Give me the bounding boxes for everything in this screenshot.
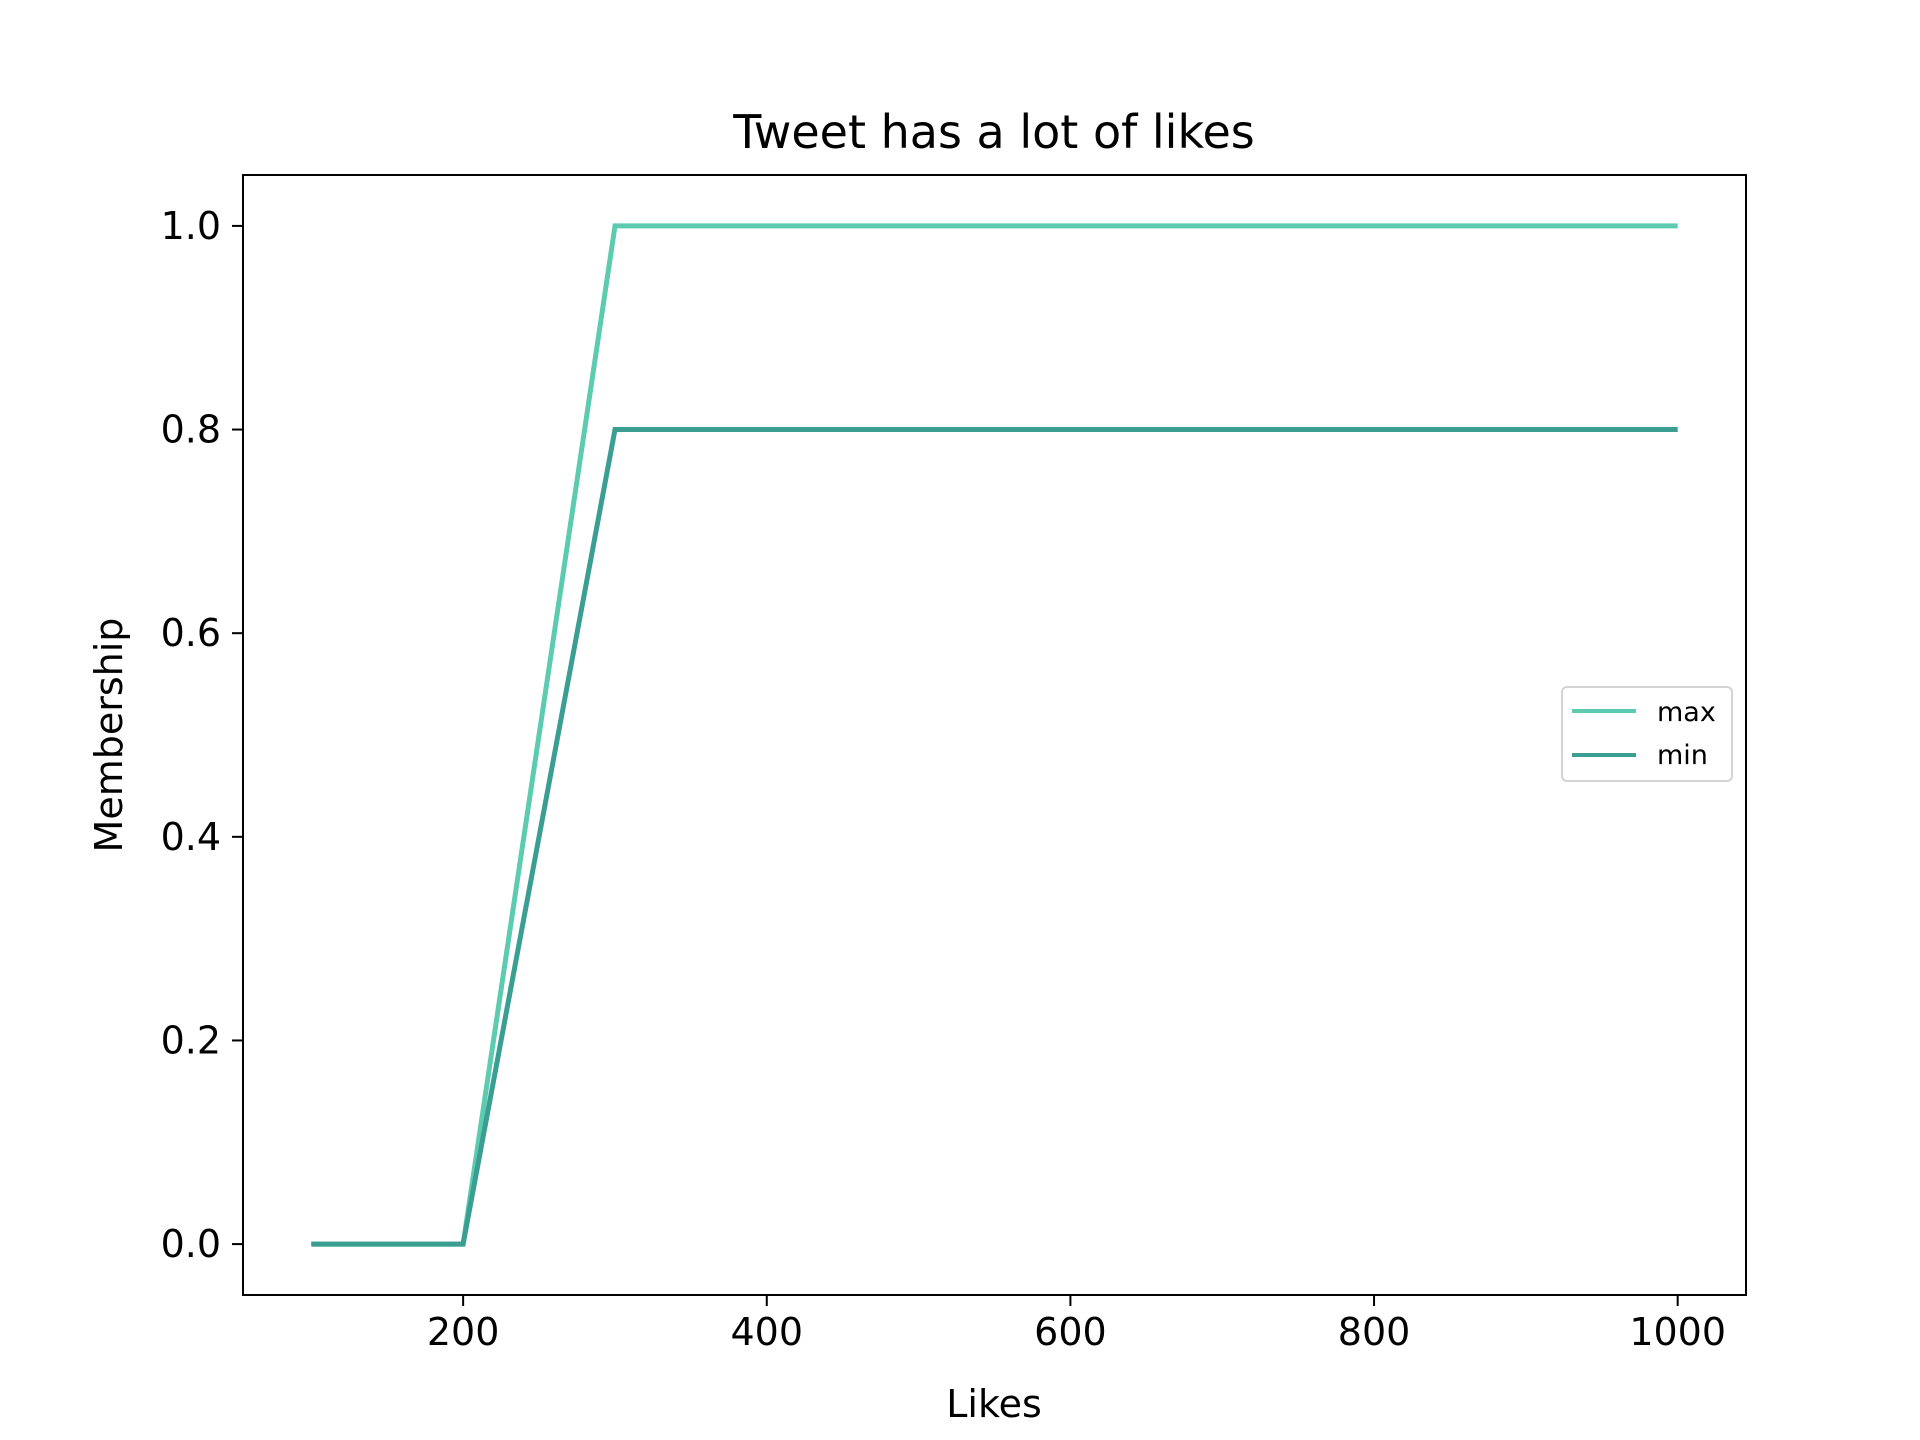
x-tick-label: 800	[1338, 1310, 1411, 1354]
chart-title: Tweet has a lot of likes	[732, 105, 1254, 159]
y-tick-label: 0.2	[161, 1018, 221, 1062]
x-tick-label: 1000	[1629, 1310, 1726, 1354]
x-tick-label: 200	[427, 1310, 500, 1354]
series-line-min	[311, 427, 1678, 1247]
x-axis-label: Likes	[946, 1382, 1042, 1426]
plot-frame	[242, 174, 1747, 1296]
x-axis-ticks: 200 400 600 800 1000	[427, 1295, 1726, 1354]
y-axis-ticks: 0.0 0.2 0.4 0.6 0.8 1.0	[161, 204, 243, 1266]
series-line-max	[311, 223, 1678, 1247]
y-tick-label: 0.6	[161, 611, 221, 655]
legend-label-min: min	[1657, 740, 1708, 771]
legend: max min	[1561, 686, 1733, 782]
y-tick-label: 0.4	[161, 815, 221, 859]
y-tick-label: 1.0	[161, 204, 221, 248]
y-axis-label: Membership	[87, 618, 131, 853]
x-tick-label: 600	[1034, 1310, 1107, 1354]
series-layer	[311, 223, 1678, 1247]
x-tick-label: 400	[731, 1310, 804, 1354]
y-tick-label: 0.0	[161, 1222, 221, 1266]
legend-label-max: max	[1657, 697, 1716, 728]
y-tick-label: 0.8	[161, 408, 221, 452]
